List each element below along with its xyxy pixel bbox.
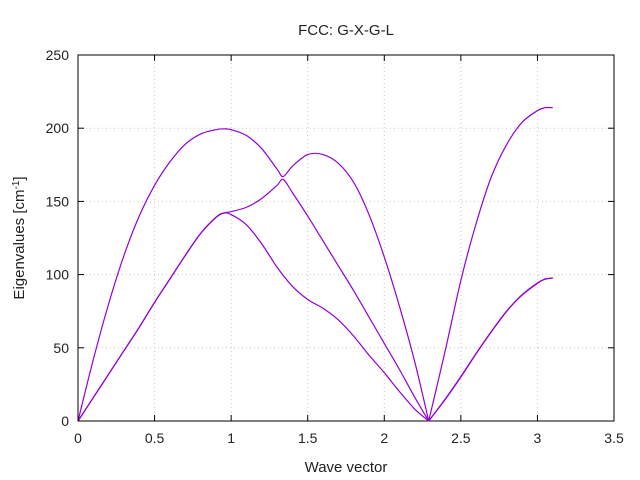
- y-axis-label: Eigenvalues [cm-1]: [11, 176, 29, 299]
- y-axis-label-exponent: -1: [11, 180, 22, 189]
- series-line-5: [428, 277, 553, 422]
- x-tick-label: 1.5: [298, 430, 318, 446]
- y-axis-label-close: ]: [11, 176, 28, 180]
- x-tick-label: 1: [227, 430, 235, 446]
- series-lines: [77, 106, 553, 422]
- series-line-3: [77, 212, 430, 422]
- series-line-2: [77, 178, 430, 422]
- grid: [78, 55, 614, 421]
- y-axis-label-text: Eigenvalues [cm: [11, 190, 28, 300]
- plot-frame: [77, 54, 615, 422]
- x-axis-label: Wave vector: [305, 459, 388, 476]
- x-tick-label: 3: [534, 430, 542, 446]
- x-tick-label: 2.5: [451, 430, 471, 446]
- series-line-4: [428, 106, 553, 422]
- y-tick-label: 50: [53, 340, 69, 356]
- chart-title: FCC: G-X-G-L: [298, 22, 394, 39]
- series-line-6: [428, 277, 553, 422]
- x-tick-label: 0.5: [145, 430, 165, 446]
- x-tick-label: 0: [74, 430, 82, 446]
- y-tick-label: 250: [46, 47, 70, 63]
- axis-ticks: 0 0.5 1 1.5 2 2.5 3 3.5 0 50 100 150 200 250: [46, 47, 624, 446]
- x-tick-label: 2: [380, 430, 388, 446]
- y-tick-label: 100: [46, 267, 70, 283]
- x-tick-label: 3.5: [604, 430, 624, 446]
- y-tick-label: 150: [46, 193, 70, 209]
- series-line-1: [77, 128, 430, 422]
- y-tick-label: 0: [61, 413, 69, 429]
- y-tick-label: 200: [46, 120, 70, 136]
